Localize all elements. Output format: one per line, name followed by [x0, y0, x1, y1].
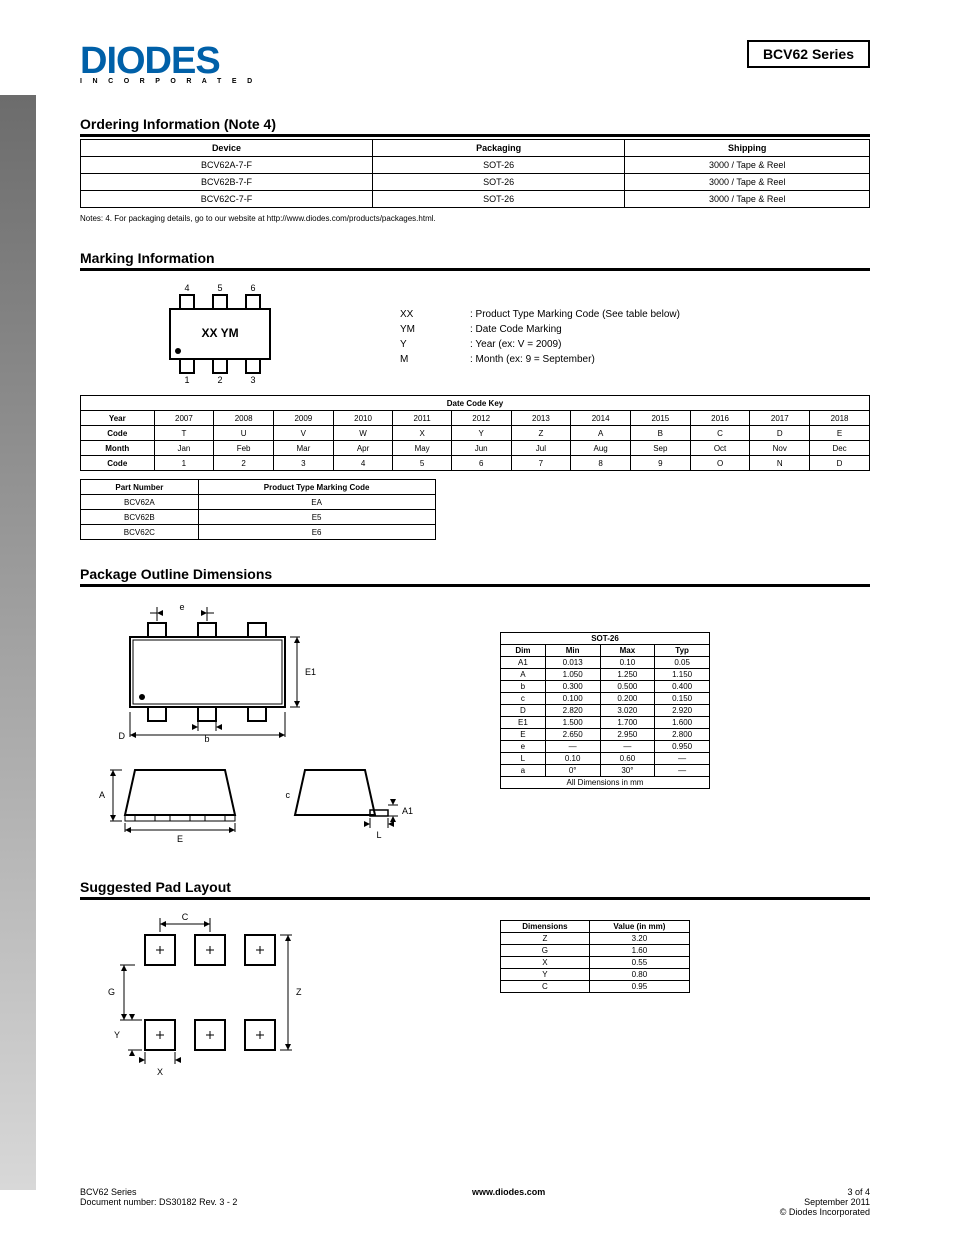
outline-dim-table: SOT-26 DimMinMaxTyp A10.0130.100.05A1.05…	[500, 632, 710, 789]
table-row: BCV62CE6	[81, 525, 436, 540]
side-gradient	[0, 95, 36, 1190]
lc0: Dimensions	[501, 921, 590, 933]
table-row: c0.1000.2000.150	[501, 693, 710, 705]
svg-text:Z: Z	[296, 987, 302, 997]
marking-title: Marking Information	[80, 250, 870, 271]
desc-row: Y: Year (ex: V = 2009)	[400, 337, 680, 352]
tc-col0: Part Number	[81, 480, 199, 495]
svg-text:D: D	[119, 731, 126, 741]
table-row: Y0.80	[501, 969, 690, 981]
outline-dim-table-wrapper: SOT-26 DimMinMaxTyp A10.0130.100.05A1.05…	[500, 597, 710, 853]
table-row: BCV62AEA	[81, 495, 436, 510]
col-device: Device	[81, 140, 373, 157]
footer-copyright: © Diodes Incorporated	[780, 1207, 870, 1217]
lc1: Value (in mm)	[589, 921, 689, 933]
svg-text:G: G	[108, 987, 115, 997]
footer: BCV62 Series Document number: DS30182 Re…	[80, 1187, 870, 1217]
tc-col1: Product Type Marking Code	[198, 480, 435, 495]
svg-text:6: 6	[250, 283, 255, 293]
table-row: D2.8203.0202.920	[501, 705, 710, 717]
svg-text:C: C	[182, 912, 189, 922]
part-number-box: BCV62 Series	[747, 40, 870, 68]
footer-doc: Document number: DS30182 Rev. 3 - 2	[80, 1197, 237, 1207]
table-row: Z3.20	[501, 933, 690, 945]
svg-text:L: L	[376, 830, 381, 840]
outline-title: Package Outline Dimensions	[80, 566, 870, 587]
footer-url: www.diodes.com	[472, 1187, 545, 1197]
marking-diagram: 4 5 6 1 2 3 XX YM	[80, 279, 360, 389]
footer-date: September 2011	[780, 1197, 870, 1207]
table-row: C0.95	[501, 981, 690, 993]
table-row: e——0.950	[501, 741, 710, 753]
table-row: E11.5001.7001.600	[501, 717, 710, 729]
table-row: L0.100.60—	[501, 753, 710, 765]
desc-row: XX: Product Type Marking Code (See table…	[400, 307, 680, 322]
company-logo: DIODES I N C O R P O R A T E D	[80, 40, 256, 85]
outline-units: All Dimensions in mm	[501, 777, 710, 789]
svg-text:4: 4	[184, 283, 189, 293]
package-top-icon: e b D E1	[80, 597, 340, 747]
land-table-wrapper: DimensionsValue (in mm) Z3.20G1.60X0.55Y…	[500, 910, 690, 1083]
ordering-title: Ordering Information (Note 4)	[80, 116, 870, 137]
svg-text:c: c	[286, 790, 291, 800]
marking-description: XX: Product Type Marking Code (See table…	[400, 279, 680, 389]
table-row: G1.60	[501, 945, 690, 957]
table-header-row: Device Packaging Shipping	[81, 140, 870, 157]
table-row: A1.0501.2501.150	[501, 669, 710, 681]
table-row: BCV62BE5	[81, 510, 436, 525]
land-diagram: C Z G Y	[80, 910, 440, 1083]
land-title: Suggested Pad Layout	[80, 879, 870, 900]
svg-text:E1: E1	[305, 667, 316, 677]
svg-text:A: A	[99, 790, 105, 800]
desc-row: M: Month (ex: 9 = September)	[400, 352, 680, 367]
land-dim-table: DimensionsValue (in mm) Z3.20G1.60X0.55Y…	[500, 920, 690, 993]
svg-text:E: E	[177, 834, 183, 844]
svg-text:e: e	[179, 602, 184, 612]
col-packaging: Packaging	[372, 140, 624, 157]
footer-pageno: 3 of 4	[780, 1187, 870, 1197]
header: DIODES I N C O R P O R A T E D BCV62 Ser…	[80, 40, 870, 90]
svg-text:5: 5	[217, 283, 222, 293]
type-code-table: Part Number Product Type Marking Code BC…	[80, 479, 436, 540]
pad-layout-icon: C Z G Y	[80, 910, 340, 1080]
table-row: BCV62C-7-FSOT-263000 / Tape & Reel	[81, 191, 870, 208]
svg-text:XX YM: XX YM	[201, 326, 238, 340]
col-shipping: Shipping	[625, 140, 870, 157]
package-side-icon: A E A1 L c	[80, 750, 440, 850]
table-row: a0°30°—	[501, 765, 710, 777]
table-row: BCV62B-7-FSOT-263000 / Tape & Reel	[81, 174, 870, 191]
date-code-table: Date Code Key Year2007200820092010201120…	[80, 395, 870, 471]
table-row: A10.0130.100.05	[501, 657, 710, 669]
footer-part: BCV62 Series	[80, 1187, 237, 1197]
ordering-note: Notes: 4. For packaging details, go to o…	[80, 214, 870, 224]
svg-text:2: 2	[217, 375, 222, 385]
svg-text:3: 3	[250, 375, 255, 385]
table-row: b0.3000.5000.400	[501, 681, 710, 693]
svg-text:A1: A1	[402, 806, 413, 816]
chip-icon: 4 5 6 1 2 3 XX YM	[150, 279, 290, 389]
table-row: X0.55	[501, 957, 690, 969]
svg-text:1: 1	[184, 375, 189, 385]
outline-table-title: SOT-26	[501, 633, 710, 645]
part-number: BCV62 Series	[763, 46, 854, 62]
svg-text:Y: Y	[114, 1030, 120, 1040]
table-row: E2.6502.9502.800	[501, 729, 710, 741]
logo-text: DIODES	[80, 40, 220, 82]
table-row: BCV62A-7-FSOT-263000 / Tape & Reel	[81, 157, 870, 174]
desc-row: YM: Date Code Marking	[400, 322, 680, 337]
svg-text:X: X	[157, 1067, 163, 1077]
date-code-title: Date Code Key	[81, 396, 870, 411]
ordering-table: Device Packaging Shipping BCV62A-7-FSOT-…	[80, 139, 870, 208]
outline-diagrams: e b D E1	[80, 597, 440, 853]
